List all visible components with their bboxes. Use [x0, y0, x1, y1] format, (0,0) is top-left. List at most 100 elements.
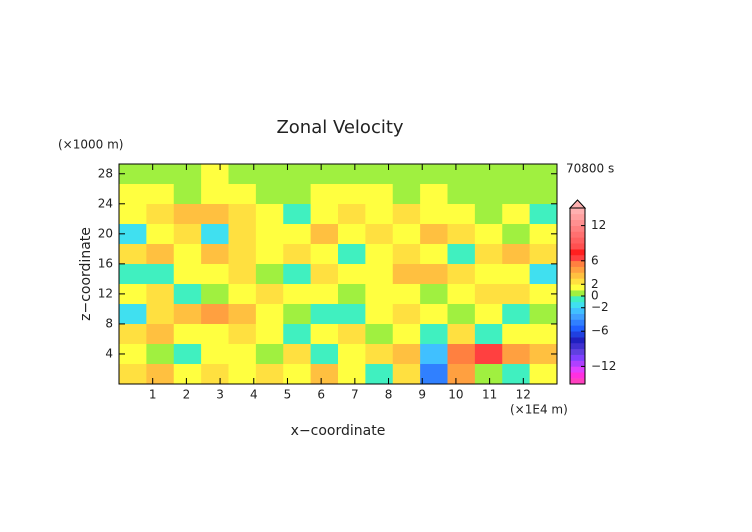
cell [201, 184, 229, 205]
cell [146, 364, 175, 385]
cell [474, 204, 503, 225]
cell [502, 184, 531, 205]
cell [173, 324, 202, 345]
cell [119, 244, 147, 265]
cell [338, 304, 366, 325]
colorbar-band [570, 354, 585, 361]
cell [420, 224, 448, 245]
cell [255, 264, 284, 285]
time-label: 70800 s [566, 162, 614, 176]
cell [119, 284, 147, 305]
cell [474, 244, 503, 265]
cell [365, 304, 394, 325]
cell [529, 164, 558, 185]
colorbar-tick-label: −6 [591, 324, 609, 338]
cell [529, 284, 558, 305]
cell [283, 284, 312, 305]
cell [173, 264, 202, 285]
cell [365, 184, 394, 205]
cell [474, 264, 503, 285]
x-tick-label: 12 [516, 388, 531, 402]
cell [146, 224, 175, 245]
cell [283, 364, 312, 385]
cell [228, 264, 257, 285]
colorbar-extend [568, 199, 587, 209]
cell [502, 344, 531, 365]
y-tick-label: 20 [98, 226, 113, 240]
cell [255, 324, 284, 345]
cell [338, 224, 366, 245]
cell [201, 264, 229, 285]
colorbar-band [570, 208, 585, 215]
cell [310, 264, 339, 285]
cell [420, 304, 448, 325]
colorbar-tick-label: 6 [591, 253, 599, 267]
cell [255, 184, 284, 205]
cell [201, 204, 229, 225]
cell [283, 184, 312, 205]
colorbar-band [570, 296, 585, 303]
colorbar-band [570, 243, 585, 250]
x-tick-label: 11 [482, 388, 497, 402]
x-tick-label: 7 [351, 388, 359, 402]
cell [502, 364, 531, 385]
cell [310, 164, 339, 185]
cell [283, 304, 312, 325]
cell [392, 304, 421, 325]
cell [420, 164, 448, 185]
colorbar-tick-label: −12 [591, 359, 616, 373]
cell [365, 244, 394, 265]
cell [201, 304, 229, 325]
cell [255, 364, 284, 385]
cell [447, 164, 476, 185]
cell [338, 324, 366, 345]
cell [228, 324, 257, 345]
colorbar-band [570, 237, 585, 244]
cell [146, 204, 175, 225]
colorbar-band [570, 249, 585, 256]
cell [338, 244, 366, 265]
colorbar-band [570, 319, 585, 326]
cell [201, 224, 229, 245]
x-unit: (×1E4 m) [510, 403, 568, 417]
cell [447, 204, 476, 225]
y-tick-label: 28 [98, 166, 113, 180]
cell [529, 224, 558, 245]
cell [146, 304, 175, 325]
cell [310, 304, 339, 325]
cell [365, 364, 394, 385]
cell [420, 364, 448, 385]
cell [255, 164, 284, 185]
cell [365, 224, 394, 245]
colorbar-band [570, 231, 585, 238]
cell [529, 304, 558, 325]
cell [474, 344, 503, 365]
cell [119, 224, 147, 245]
cell [474, 184, 503, 205]
colorbar-tick-label: 12 [591, 218, 606, 232]
cell [529, 244, 558, 265]
cell [529, 264, 558, 285]
x-tick-label: 8 [385, 388, 393, 402]
cell [365, 164, 394, 185]
cell [474, 304, 503, 325]
cell [173, 164, 202, 185]
colorbar-tick-label: 0 [591, 289, 599, 303]
cell [392, 344, 421, 365]
cell [338, 344, 366, 365]
cell [365, 264, 394, 285]
cell [365, 324, 394, 345]
colorbar-band [570, 290, 585, 297]
colorbar-band [570, 225, 585, 232]
cell [255, 224, 284, 245]
cell [447, 284, 476, 305]
colorbar-band [570, 307, 585, 314]
cell [365, 204, 394, 225]
cell [119, 324, 147, 345]
cell [255, 284, 284, 305]
cell [502, 224, 531, 245]
cell [119, 304, 147, 325]
colorbar-band [570, 378, 585, 385]
colorbar-band [570, 366, 585, 373]
